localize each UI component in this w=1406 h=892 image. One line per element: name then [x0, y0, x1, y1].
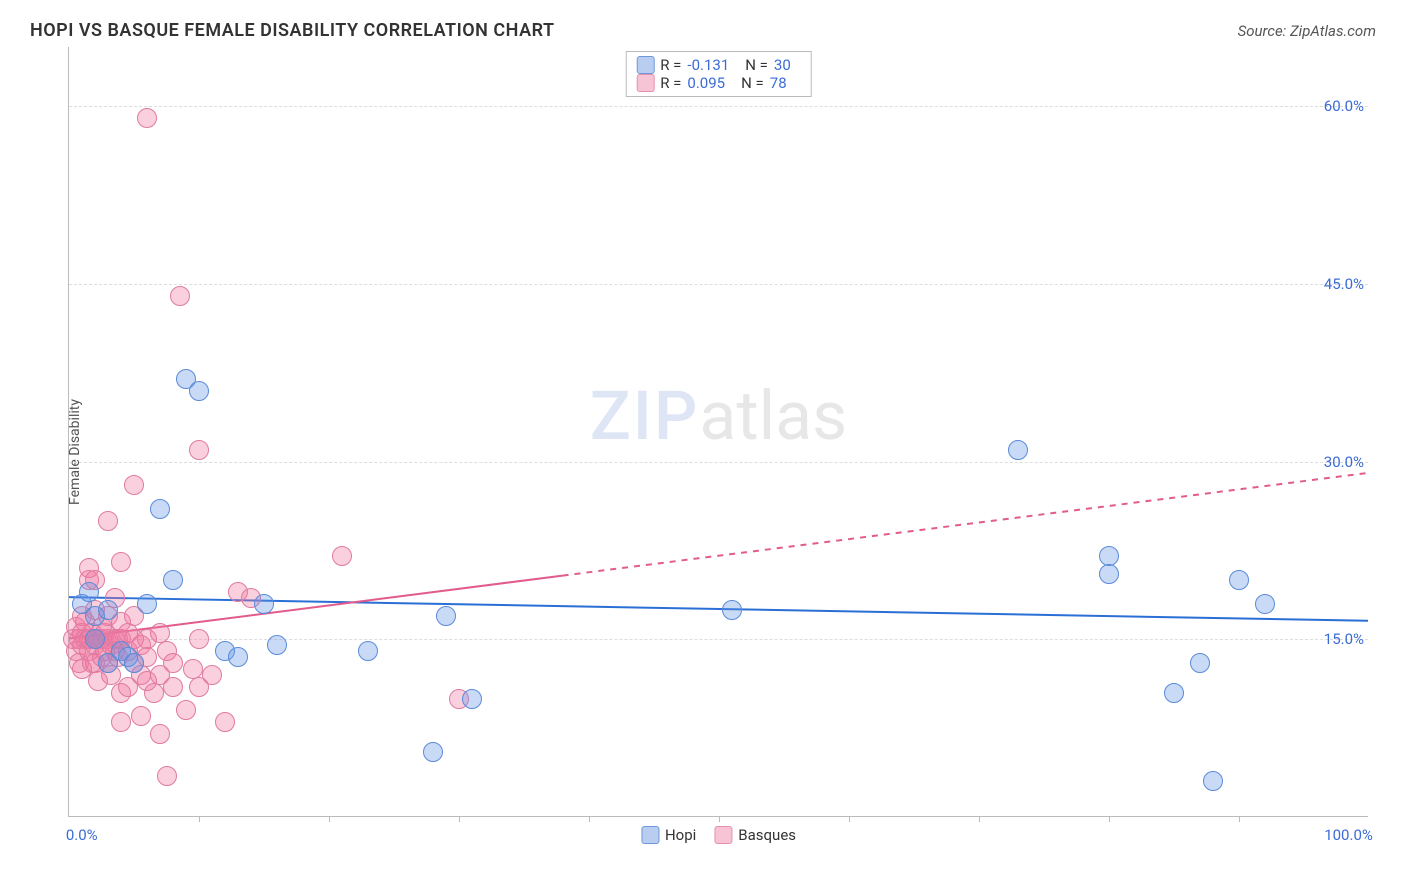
legend-item-hopi: Hopi	[641, 826, 696, 844]
x-tick-max: 100.0%	[1324, 826, 1373, 844]
basques-point	[163, 677, 183, 697]
basques-point	[124, 475, 144, 495]
basques-point	[150, 724, 170, 744]
r-label: R =	[660, 74, 681, 92]
hopi-point	[163, 570, 183, 590]
basques-point	[189, 440, 209, 460]
gridline-h	[69, 462, 1368, 463]
x-tick-min: 0.0%	[66, 826, 98, 844]
hopi-point	[1203, 771, 1223, 791]
x-tick-mark	[199, 816, 200, 822]
basques-point	[98, 511, 118, 531]
x-tick-mark	[1109, 816, 1110, 822]
hopi-point	[1099, 546, 1119, 566]
hopi-point	[722, 600, 742, 620]
basques-point	[202, 665, 222, 685]
hopi-point	[267, 635, 287, 655]
basques-point	[189, 629, 209, 649]
y-tick-label: 15.0%	[1324, 630, 1364, 648]
series-legend: Hopi Basques	[641, 826, 796, 844]
hopi-point	[189, 381, 209, 401]
hopi-point	[423, 742, 443, 762]
x-tick-mark	[719, 816, 720, 822]
hopi-point	[462, 689, 482, 709]
legend-label: Basques	[738, 826, 796, 844]
basques-point	[163, 653, 183, 673]
x-tick-mark	[979, 816, 980, 822]
basques-point	[137, 108, 157, 128]
basques-point	[144, 683, 164, 703]
r-value: -0.131	[687, 56, 729, 74]
basques-swatch-icon	[636, 74, 654, 92]
stats-row-basques: R = 0.095 N = 78	[636, 74, 801, 92]
r-label: R =	[660, 56, 681, 74]
n-value: 78	[770, 74, 787, 92]
chart-title: HOPI VS BASQUE FEMALE DISABILITY CORRELA…	[30, 20, 555, 41]
n-label: N =	[745, 56, 768, 74]
hopi-point	[137, 594, 157, 614]
hopi-point	[98, 600, 118, 620]
hopi-point	[1255, 594, 1275, 614]
hopi-point	[150, 499, 170, 519]
watermark-brand-a: ZIP	[590, 376, 700, 456]
basques-trendline-extrapolated	[563, 473, 1368, 576]
hopi-swatch-icon	[636, 56, 654, 74]
hopi-point	[79, 582, 99, 602]
chart-header: HOPI VS BASQUE FEMALE DISABILITY CORRELA…	[20, 20, 1386, 41]
n-label: N =	[741, 74, 764, 92]
basques-point	[131, 706, 151, 726]
correlation-chart: HOPI VS BASQUE FEMALE DISABILITY CORRELA…	[20, 20, 1386, 857]
chart-source: Source: ZipAtlas.com	[1238, 22, 1376, 40]
plot-area-outer: Female Disability ZIPatlas R =-0.131N =3…	[20, 47, 1386, 857]
hopi-point	[228, 647, 248, 667]
basques-point	[111, 712, 131, 732]
gridline-h	[69, 284, 1368, 285]
basques-point	[332, 546, 352, 566]
y-tick-label: 45.0%	[1324, 275, 1364, 293]
basques-swatch-icon	[714, 826, 732, 844]
hopi-point	[124, 653, 144, 673]
basques-point	[170, 286, 190, 306]
hopi-point	[1190, 653, 1210, 673]
hopi-swatch-icon	[641, 826, 659, 844]
hopi-point	[1008, 440, 1028, 460]
stats-row-hopi: R = -0.131 N = 30	[636, 56, 801, 74]
hopi-point	[85, 629, 105, 649]
plot-area: ZIPatlas R = -0.131 N = 30R = 0.095 N = 78 0.0…	[68, 47, 1368, 817]
watermark: ZIPatlas	[590, 376, 848, 456]
hopi-point	[1164, 683, 1184, 703]
legend-label: Hopi	[665, 826, 696, 844]
hopi-point	[254, 594, 274, 614]
legend-item-basques: Basques	[714, 826, 796, 844]
y-tick-label: 30.0%	[1324, 453, 1364, 471]
x-tick-mark	[1239, 816, 1240, 822]
y-tick-label: 60.0%	[1324, 97, 1364, 115]
stats-legend: R =-0.131N =30R =0.095N =78	[625, 51, 812, 97]
n-value: 30	[774, 56, 791, 74]
basques-point	[176, 700, 196, 720]
x-tick-mark	[329, 816, 330, 822]
basques-point	[215, 712, 235, 732]
x-tick-mark	[589, 816, 590, 822]
gridline-h	[69, 639, 1368, 640]
watermark-brand-b: atlas	[699, 376, 847, 456]
x-tick-mark	[459, 816, 460, 822]
gridline-h	[69, 106, 1368, 107]
hopi-point	[1099, 564, 1119, 584]
r-value: 0.095	[687, 74, 725, 92]
basques-point	[111, 552, 131, 572]
hopi-point	[436, 606, 456, 626]
basques-point	[157, 766, 177, 786]
x-tick-mark	[849, 816, 850, 822]
hopi-point	[1229, 570, 1249, 590]
hopi-point	[358, 641, 378, 661]
